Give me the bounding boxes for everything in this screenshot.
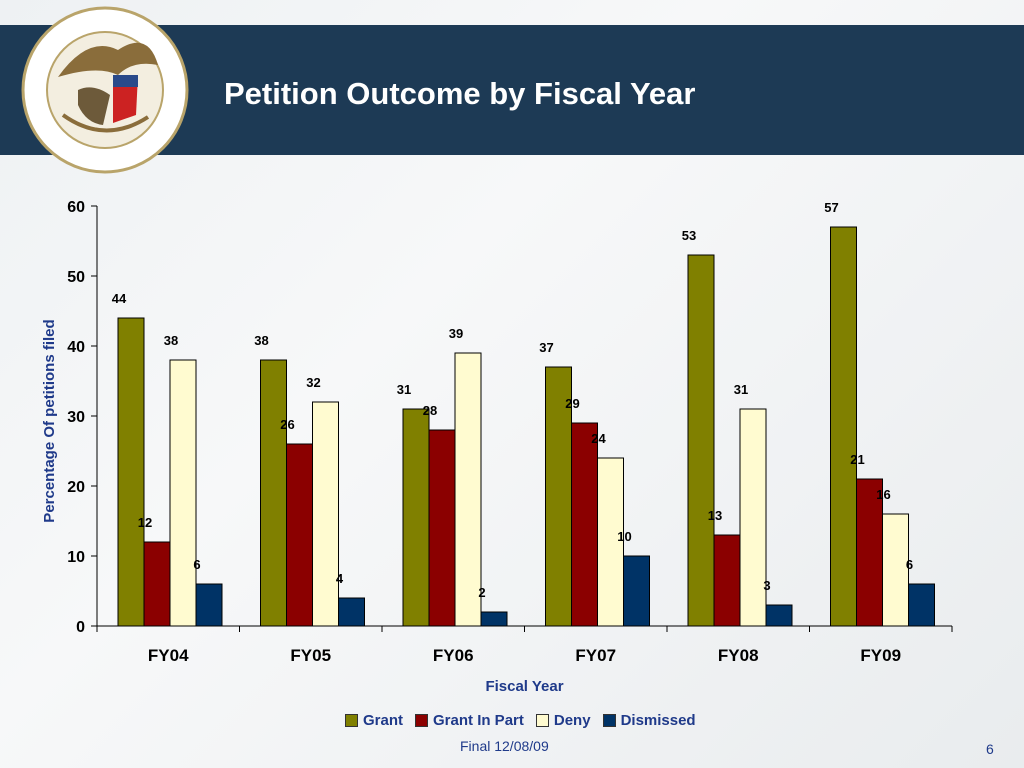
legend-swatch-grant-in-part — [415, 713, 429, 727]
page-title: Petition Outcome by Fiscal Year — [224, 76, 696, 111]
data-label: 31 — [397, 382, 411, 397]
legend-swatch-deny — [535, 713, 549, 727]
bar-dismissed-fy08 — [765, 604, 793, 627]
bar-group — [117, 226, 935, 627]
data-label: 16 — [876, 487, 890, 502]
bar-grant-fy06 — [402, 408, 430, 627]
data-labels: 44 38 31 37 53 57 12 26 28 29 13 21 38 32 39 24 31 16 6 4 2 1… — [112, 200, 913, 600]
x-tick-label: FY06 — [433, 646, 474, 665]
legend-item-dismissed: Dismissed — [602, 711, 696, 729]
y-tick-label: 20 — [67, 479, 85, 496]
data-label: 3 — [763, 578, 770, 593]
legend-swatch-grant — [345, 713, 358, 727]
data-label: 38 — [164, 333, 178, 348]
y-axis-ticks: 0 10 20 30 40 50 60 — [67, 199, 97, 636]
legend-label-deny: Deny — [553, 711, 591, 729]
y-tick-label: 10 — [67, 549, 85, 566]
bar-deny-fy08 — [739, 408, 767, 627]
bar-grant-fy04 — [117, 317, 145, 627]
bar-grant-in-part-fy05 — [286, 443, 313, 627]
data-label: 21 — [850, 452, 864, 467]
legend-item-grant: Grant — [345, 712, 403, 729]
legend-swatch-dismissed — [602, 713, 616, 727]
data-label: 26 — [280, 417, 294, 432]
bar-deny-fy05 — [312, 401, 339, 627]
uspto-seal-logo — [21, 6, 189, 174]
data-label: 57 — [824, 200, 838, 215]
x-tick-label: FY05 — [290, 646, 331, 665]
legend-label-grant-in-part: Grant In Part — [433, 711, 524, 729]
bar-deny-fy06 — [454, 352, 482, 627]
page-number: 6 — [986, 741, 994, 757]
data-label: 37 — [539, 340, 553, 355]
bar-grant-in-part-fy09 — [856, 478, 883, 627]
data-label: 6 — [906, 557, 913, 572]
data-label: 38 — [254, 333, 268, 348]
data-label: 13 — [708, 508, 722, 523]
x-tick-label: FY04 — [148, 646, 189, 665]
legend-label-dismissed: Dismissed — [620, 711, 696, 729]
y-tick-label: 0 — [76, 619, 85, 636]
legend-label-grant: Grant — [363, 711, 404, 729]
x-tick-label: FY08 — [718, 646, 759, 665]
bar-grant-in-part-fy07 — [571, 422, 598, 627]
y-tick-label: 40 — [67, 339, 85, 356]
footer-note: Final 12/08/09 — [460, 738, 549, 754]
data-label: 10 — [617, 529, 631, 544]
legend-item-deny: Deny — [535, 711, 591, 729]
data-label: 39 — [449, 326, 463, 341]
y-tick-label: 60 — [67, 199, 85, 216]
bar-dismissed-fy07 — [623, 555, 650, 627]
bar-grant-fy08 — [687, 254, 715, 627]
data-label: 31 — [734, 382, 748, 397]
data-label: 53 — [682, 228, 696, 243]
data-label: 6 — [193, 557, 200, 572]
x-axis-labels: FY04 FY05 FY06 FY07 FY08 FY09 — [96, 626, 953, 665]
data-label: 4 — [336, 571, 344, 586]
data-label: 24 — [591, 431, 606, 446]
y-tick-label: 30 — [67, 409, 85, 426]
bar-grant-in-part-fy06 — [428, 429, 456, 627]
bar-dismissed-fy09 — [908, 583, 935, 627]
bar-deny-fy04 — [169, 359, 197, 627]
y-tick-label: 50 — [67, 269, 85, 286]
bar-deny-fy09 — [882, 513, 909, 627]
legend-item-grant-in-part: Grant In Part — [415, 712, 524, 729]
bar-grant-fy09 — [830, 226, 857, 627]
data-label: 29 — [565, 396, 579, 411]
bar-grant-in-part-fy04 — [143, 541, 171, 627]
chart-legend: Grant Grant In Part Deny Dismissed — [345, 710, 696, 730]
data-label: 12 — [138, 515, 152, 530]
bar-dismissed-fy04 — [195, 583, 223, 627]
data-label: 2 — [478, 585, 485, 600]
x-axis-title: Fiscal Year — [485, 678, 563, 695]
x-tick-label: FY07 — [575, 646, 616, 665]
bar-grant-fy05 — [260, 359, 287, 627]
bar-dismissed-fy06 — [480, 611, 508, 627]
bar-dismissed-fy05 — [338, 597, 365, 627]
data-label: 44 — [112, 291, 127, 306]
x-tick-label: FY09 — [860, 646, 901, 665]
y-axis-title: Percentage Of petitions filed — [41, 319, 58, 522]
data-label: 28 — [423, 403, 437, 418]
bar-grant-in-part-fy08 — [713, 534, 741, 627]
data-label: 32 — [306, 375, 320, 390]
